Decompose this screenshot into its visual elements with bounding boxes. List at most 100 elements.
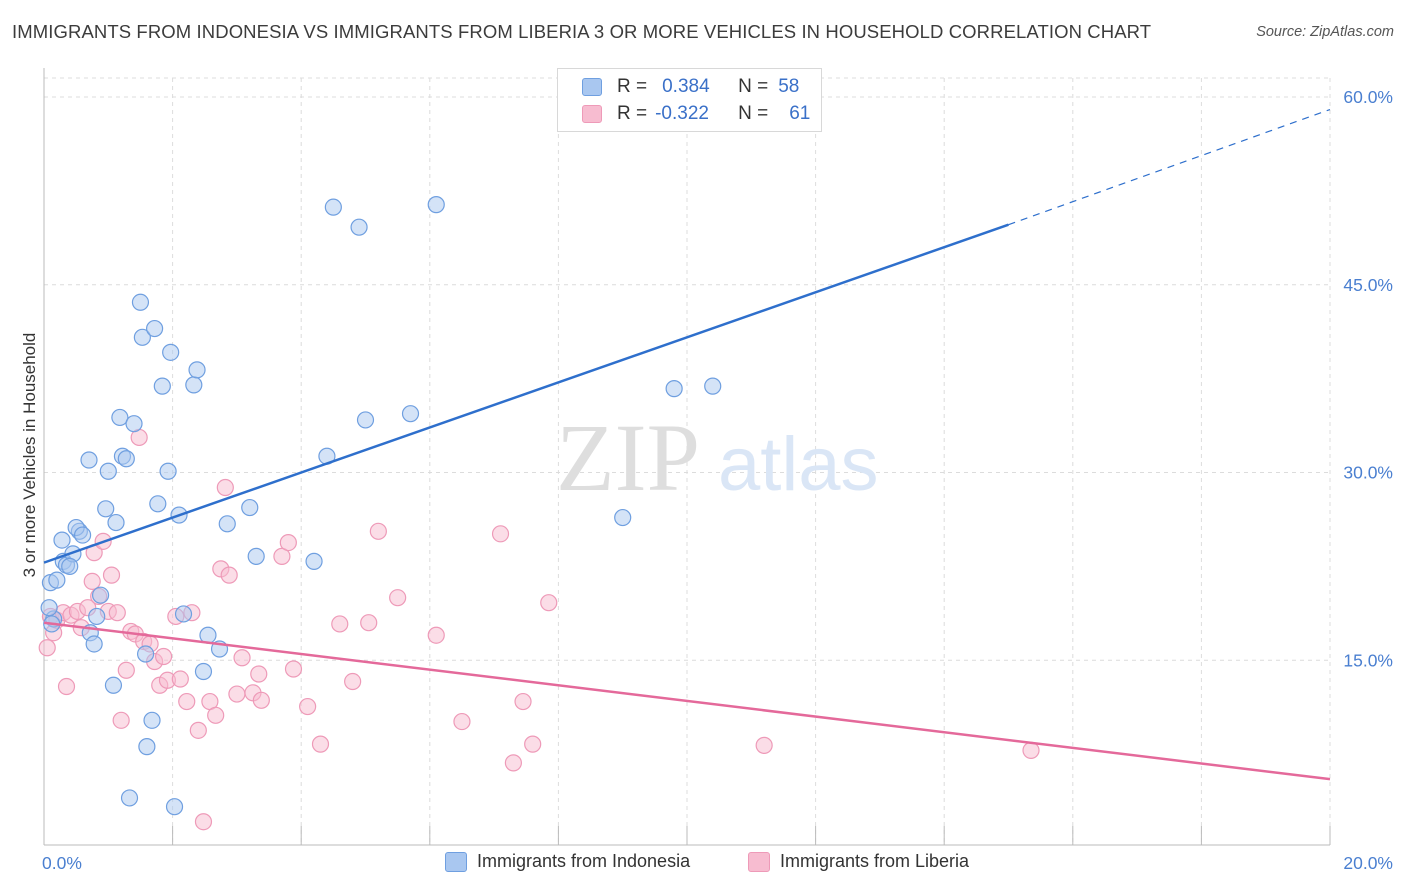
y-tick-label: 60.0% (1343, 87, 1393, 107)
y-tick-label: 30.0% (1343, 463, 1393, 483)
indonesia-point (149, 495, 167, 513)
liberia-point (154, 647, 173, 666)
indonesia-legend-label: Immigrants from Indonesia (477, 851, 691, 871)
r-value: -0.322 (655, 103, 709, 124)
liberia-point (38, 639, 56, 657)
y-axis-label: 3 or more Vehicles in Household (20, 333, 39, 578)
indonesia-point (117, 450, 135, 468)
liberia-point (369, 522, 387, 540)
indonesia-point (665, 380, 683, 398)
indonesia-legend-swatch (445, 851, 467, 872)
liberia-point (117, 661, 135, 679)
axes (43, 68, 1331, 846)
indonesia-swatch (582, 78, 602, 96)
liberia-points (38, 428, 1040, 831)
liberia-point (252, 691, 270, 709)
indonesia-point (350, 218, 368, 236)
liberia-point (233, 649, 251, 667)
liberia-point (491, 525, 510, 543)
liberia-point (504, 754, 522, 772)
indonesia-point (48, 571, 66, 589)
indonesia-point (356, 411, 375, 429)
indonesia-point (104, 676, 123, 694)
liberia-point (250, 665, 268, 683)
y-tick-label: 15.0% (1343, 650, 1393, 670)
liberia-legend-label: Immigrants from Liberia (780, 851, 970, 871)
correlation-legend: R = 0.384 N = 58 R = -0.322 N = 61 (557, 68, 822, 132)
x-tick-label-max: 20.0% (1343, 853, 1393, 873)
liberia-point (57, 677, 76, 696)
r-value: 0.384 (662, 76, 710, 97)
y-tick-label: 45.0% (1343, 275, 1393, 295)
liberia-point (171, 670, 189, 688)
legend-item-liberia[interactable]: Immigrants from Liberia (748, 851, 969, 872)
indonesia-point (107, 513, 125, 532)
liberia-point (216, 478, 234, 497)
liberia-point (540, 594, 558, 612)
indonesia-point (85, 635, 103, 653)
x-tick-label-min: 0.0% (42, 853, 82, 873)
liberia-point (284, 660, 303, 678)
trend-lines (43, 108, 1331, 781)
liberia-point (273, 547, 291, 565)
liberia-point (83, 572, 101, 590)
liberia-point (514, 692, 532, 711)
liberia-point (524, 735, 542, 753)
watermark-atlas: atlas (718, 422, 879, 507)
indonesia-point (88, 607, 106, 626)
liberia-point (389, 589, 407, 607)
liberia-point (311, 735, 330, 753)
liberia-point (228, 685, 246, 703)
indonesia-point (185, 376, 203, 394)
indonesia-point (704, 377, 722, 395)
indonesia-point (97, 500, 115, 518)
indonesia-point (218, 515, 236, 533)
legend-row-indonesia: R = 0.384 N = 58 (582, 74, 799, 100)
indonesia-point (194, 662, 213, 681)
indonesia-point (125, 415, 143, 433)
indonesia-point (131, 293, 150, 311)
liberia-point (331, 615, 349, 633)
tick-labels: 15.0% 30.0% 45.0% 60.0% 0.0% 20.0% (42, 87, 1393, 873)
liberia-point (279, 533, 297, 552)
legend-row-liberia: R = -0.322 N = 61 (582, 101, 810, 127)
liberia-trend-line (43, 621, 1331, 781)
indonesia-point (427, 196, 445, 214)
indonesia-point (247, 547, 265, 565)
indonesia-point (120, 789, 139, 807)
indonesia-point (159, 462, 177, 480)
liberia-point (1022, 741, 1040, 759)
indonesia-point (99, 462, 117, 480)
indonesia-point (53, 531, 71, 549)
liberia-point (299, 697, 317, 716)
liberia-point (178, 692, 196, 711)
indonesia-point (162, 343, 180, 361)
indonesia-point (111, 408, 129, 427)
liberia-point (427, 626, 445, 644)
indonesia-trend-extension (1008, 108, 1331, 226)
n-value: 58 (778, 76, 800, 97)
indonesia-point (133, 328, 151, 346)
indonesia-point (143, 711, 161, 729)
n-label: N = (738, 103, 769, 124)
indonesia-point (305, 552, 323, 570)
chart-title: IMMIGRANTS FROM INDONESIA VS IMMIGRANTS … (12, 21, 1152, 42)
n-value: 61 (789, 103, 811, 124)
indonesia-point (614, 508, 632, 527)
legend-item-indonesia[interactable]: Immigrants from Indonesia (445, 851, 690, 872)
indonesia-point (61, 557, 79, 575)
indonesia-point (80, 451, 98, 469)
liberia-point (112, 711, 130, 729)
indonesia-trend-line (43, 223, 1009, 564)
liberia-point (189, 721, 207, 739)
r-label: R = (617, 103, 648, 124)
indonesia-point (241, 498, 259, 517)
watermark-zip: ZIP (556, 404, 700, 511)
liberia-point (108, 604, 126, 622)
source-label: Source: ZipAtlas.com (1256, 24, 1394, 40)
indonesia-point (138, 738, 156, 756)
r-label: R = (617, 76, 648, 97)
liberia-point (220, 566, 238, 584)
n-label: N = (738, 76, 769, 97)
